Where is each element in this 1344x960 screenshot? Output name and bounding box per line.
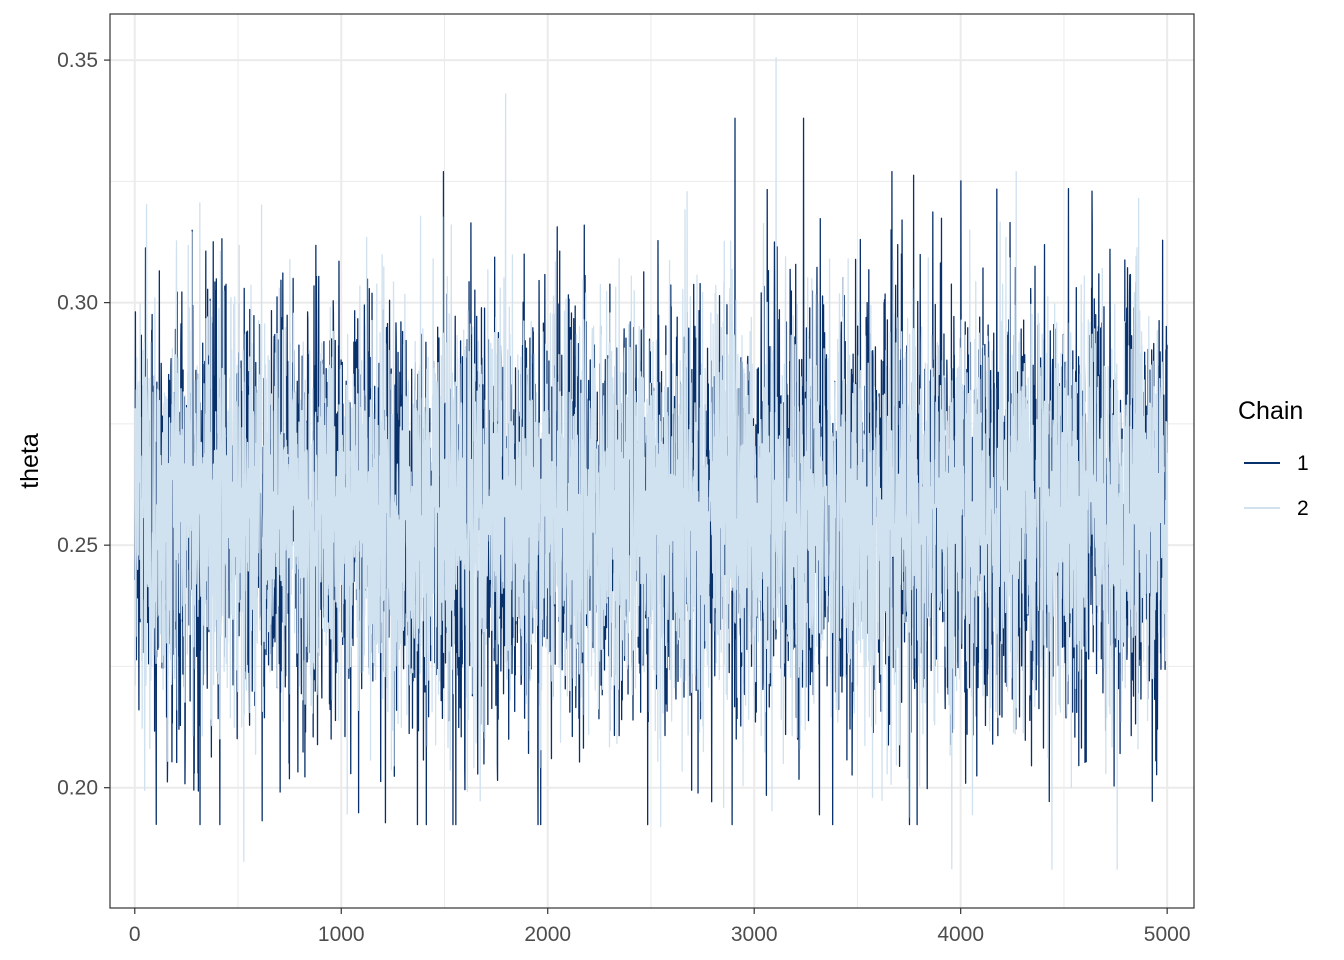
plot-panel-border [109, 13, 1195, 909]
x-tick-label: 0 [129, 923, 141, 946]
series-line-chain-2 [134, 57, 1168, 870]
y-tick-label: 0.35 [57, 49, 98, 72]
y-tick-label: 0.30 [57, 292, 98, 315]
x-tick-label: 5000 [1144, 923, 1191, 946]
series-layer [134, 57, 1168, 870]
legend-title: Chain [1238, 397, 1303, 425]
x-axis: 0 1000 2000 3000 4000 5000 [129, 908, 1191, 946]
x-tick-label: 4000 [937, 923, 984, 946]
y-axis-title: theta [16, 433, 44, 489]
legend-label-1: 1 [1297, 452, 1309, 475]
legend-label-2: 2 [1297, 497, 1309, 520]
legend: Chain 1 2 [1238, 397, 1309, 520]
y-axis: 0.20 0.25 0.30 0.35 [57, 49, 110, 800]
y-tick-label: 0.20 [57, 777, 98, 800]
x-tick-label: 1000 [318, 923, 365, 946]
y-tick-label: 0.25 [57, 534, 98, 557]
x-tick-label: 2000 [524, 923, 571, 946]
x-tick-label: 3000 [731, 923, 778, 946]
